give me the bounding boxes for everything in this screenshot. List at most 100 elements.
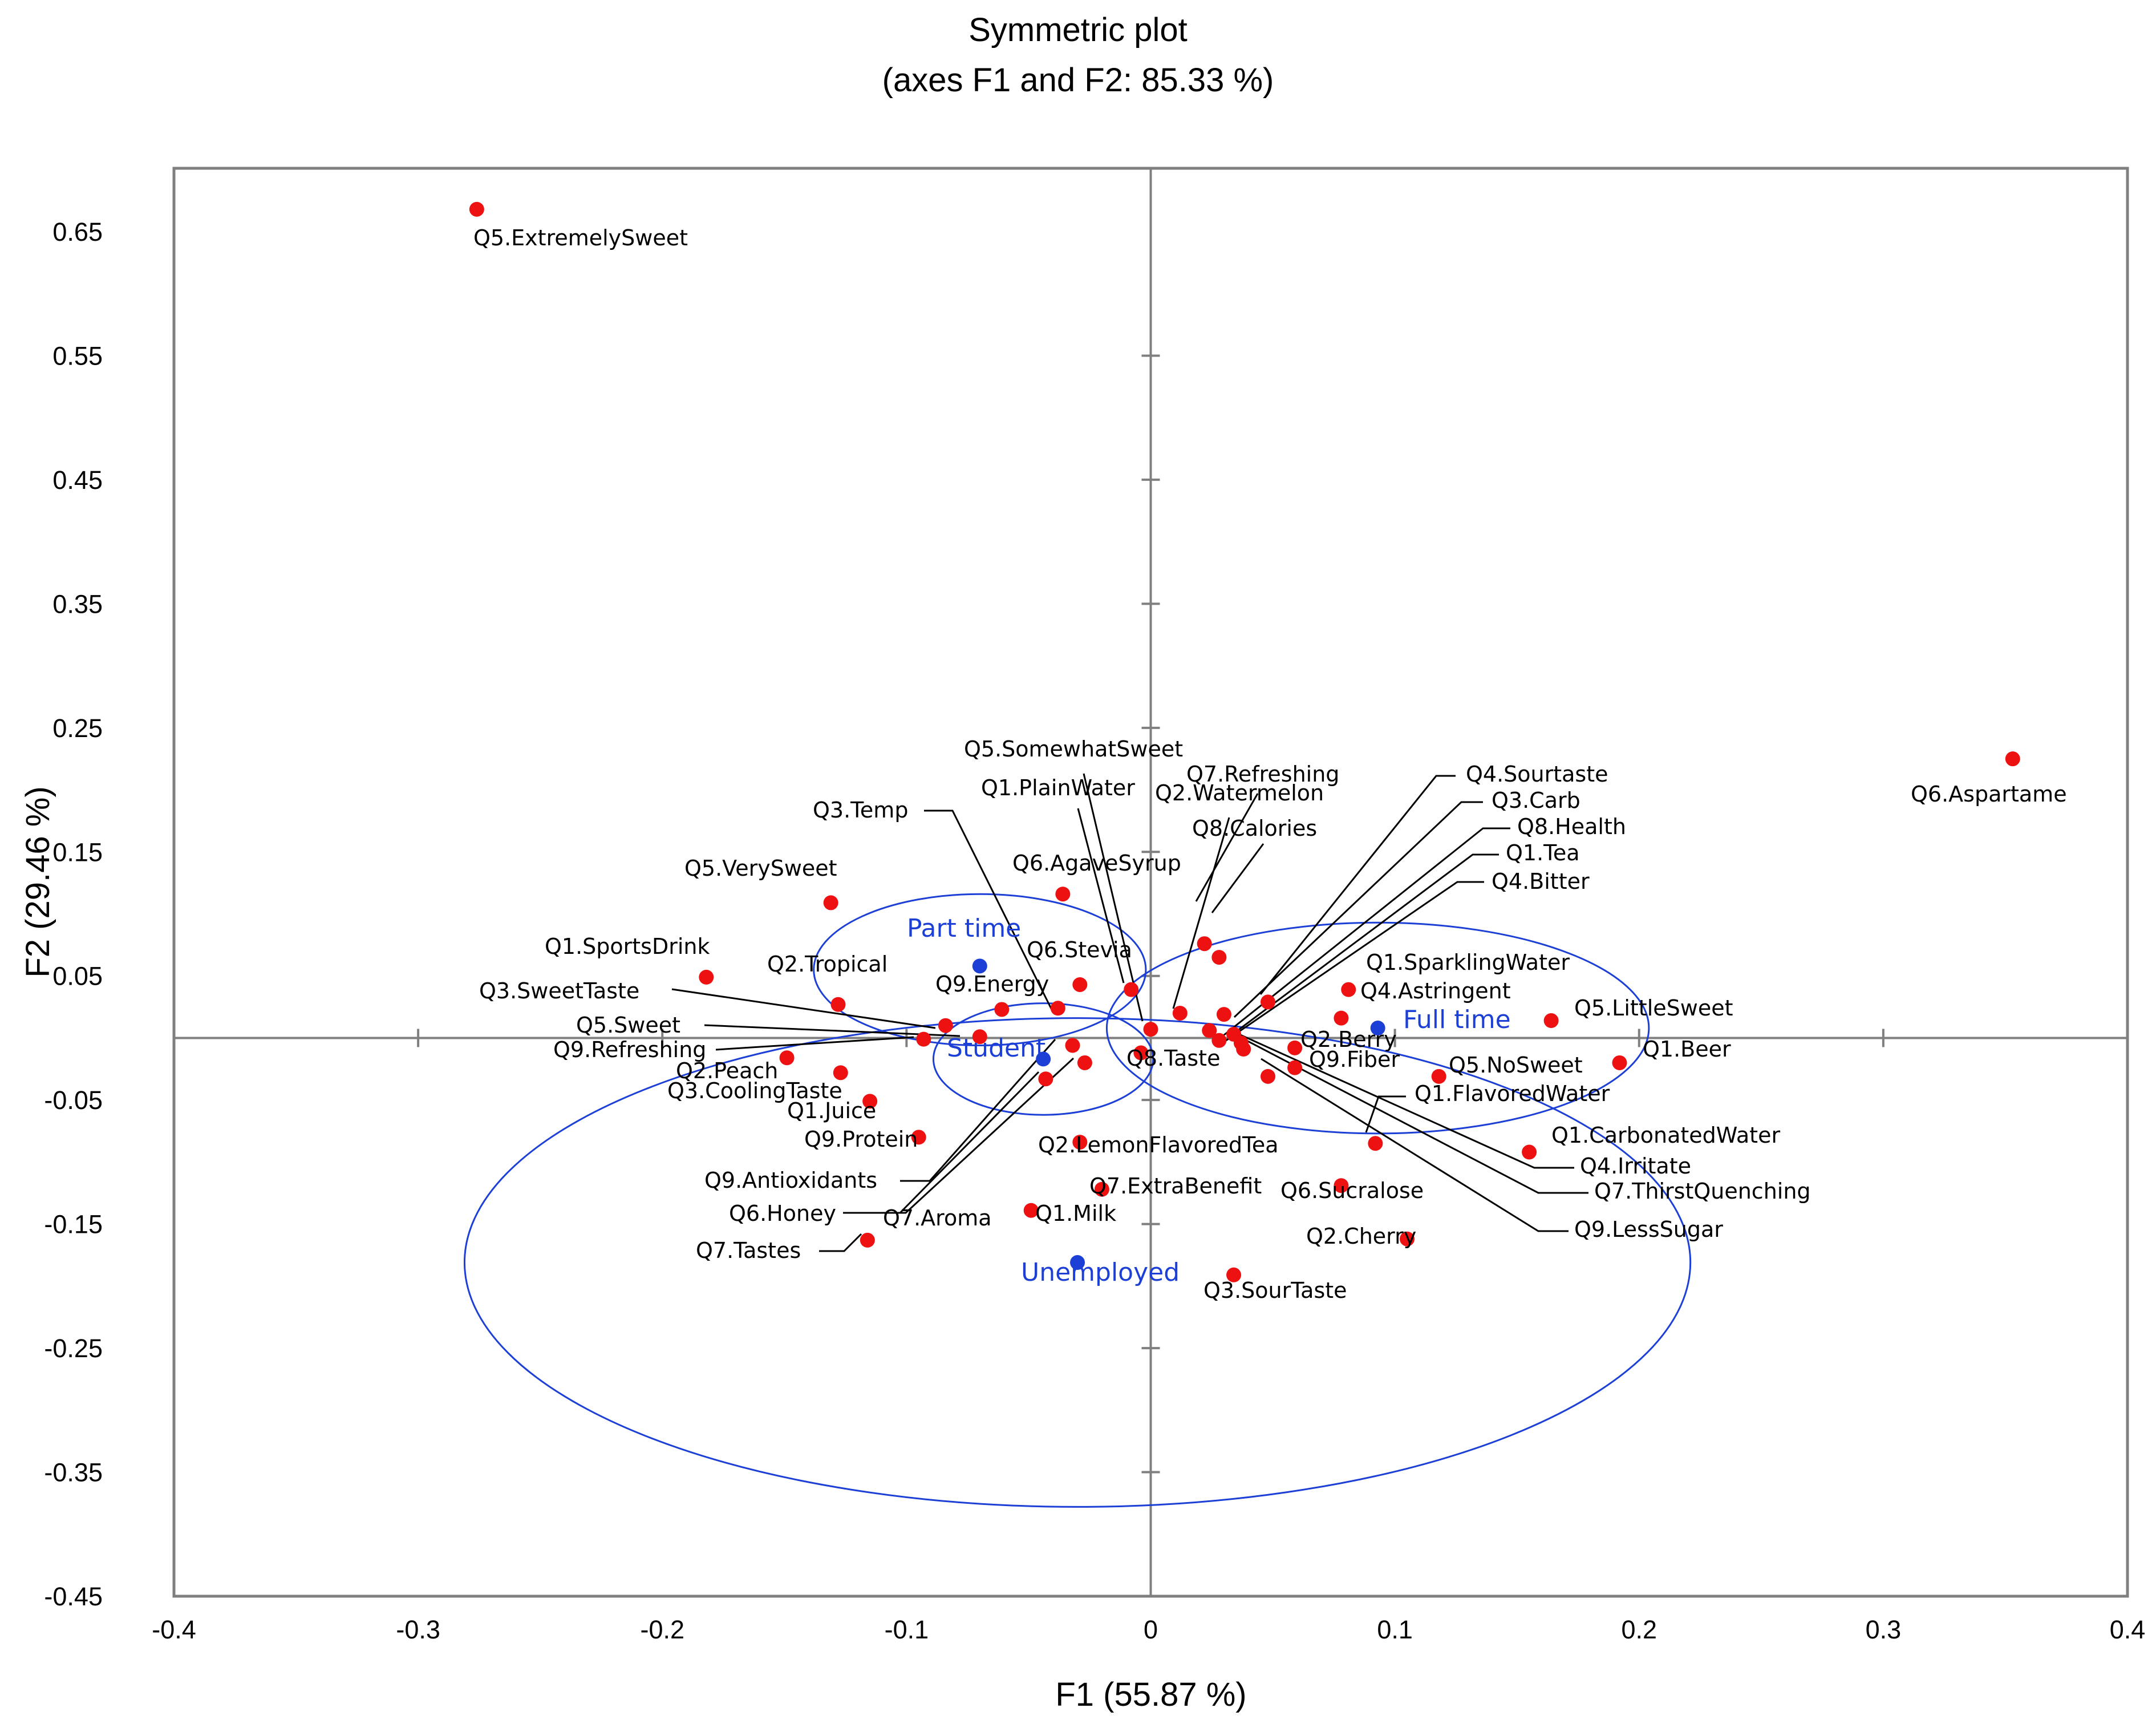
x-axis-title: F1 (55.87 %) <box>1055 1676 1246 1713</box>
label-q6-honey: Q6.Honey <box>729 1201 836 1226</box>
group-label-full-time: Full time <box>1403 1005 1511 1034</box>
label-q4-astringent: Q4.Astringent <box>1360 978 1511 1003</box>
leader-q7-tastes <box>819 1233 862 1252</box>
y-tick-label: 0.35 <box>52 589 103 618</box>
point-q3-coolingtaste <box>833 1065 848 1080</box>
label-q3-carb: Q3.Carb <box>1492 788 1580 813</box>
point-q7-extrabenefit <box>1094 1181 1109 1197</box>
point-q3-temp <box>1050 1001 1065 1016</box>
x-tick-label: -0.3 <box>396 1615 440 1644</box>
point-q8-taste <box>1133 1045 1149 1061</box>
x-tick-label: 0.1 <box>1377 1615 1413 1644</box>
x-tick-label: -0.1 <box>885 1615 929 1644</box>
point-q9-refreshing <box>916 1031 931 1047</box>
y-tick-label: -0.05 <box>44 1086 103 1115</box>
label-q2-lemonflavoredtea: Q2.LemonFlavoredTea <box>1038 1132 1279 1158</box>
point-q1-carbonatedwater <box>1522 1144 1537 1160</box>
y-tick-label: 0.15 <box>52 837 103 867</box>
point-q1-juice <box>862 1094 878 1109</box>
leader-q9-refreshing <box>715 1036 914 1051</box>
leader-q5-sweet <box>704 1024 961 1037</box>
label-q1-milk: Q1.Milk <box>1035 1201 1116 1226</box>
label-q4-bitter: Q4.Bitter <box>1492 869 1590 894</box>
label-q2-cherry: Q2.Cherry <box>1306 1224 1416 1249</box>
label-q6-stevia: Q6.Stevia <box>1027 937 1132 962</box>
tick-labels: -0.4 -0.3 -0.2 -0.1 0 0.1 0.2 0.3 0.4 0.65 0.55 0.4… <box>44 217 2145 1644</box>
label-q1-carbonatedwater: Q1.CarbonatedWater <box>1551 1123 1780 1148</box>
leader-q3-sweettaste <box>671 988 936 1029</box>
point-q1-sportsdrink <box>699 969 714 985</box>
point-q5-extremelysweet <box>469 201 484 217</box>
label-q9-fiber: Q9.Fiber <box>1309 1047 1400 1072</box>
leader-q4-bitter <box>1225 881 1484 1042</box>
ellipse-unemployed <box>463 1017 1692 1508</box>
label-q9-lesssugar: Q9.LessSugar <box>1574 1217 1723 1242</box>
point-q2-cherry <box>1400 1231 1415 1247</box>
label-q7-refreshing: Q7.Refreshing <box>1186 762 1339 787</box>
point-q2-berry <box>1287 1040 1303 1055</box>
point-q9-lesssugar <box>1261 1069 1275 1084</box>
point-q2-peach <box>779 1050 795 1066</box>
label-q6-agavesyrup: Q6.AgaveSyrup <box>1012 851 1181 876</box>
x-tick-label: 0.3 <box>1866 1615 1902 1644</box>
label-q5-somewhatsweet: Q5.SomewhatSweet <box>964 736 1183 762</box>
label-q8-health: Q8.Health <box>1517 814 1626 839</box>
point-q9-energy <box>994 1002 1010 1017</box>
point-q8-health <box>1202 1023 1217 1038</box>
label-q7-tastes: Q7.Tastes <box>696 1238 801 1263</box>
label-q2-watermelon: Q2.Watermelon <box>1155 780 1324 806</box>
point-q4-astringent <box>1334 1010 1349 1026</box>
y-tick-label: 0.25 <box>52 714 103 743</box>
label-q3-sweettaste: Q3.SweetTaste <box>479 978 639 1003</box>
label-q4-sourtaste: Q4.Sourtaste <box>1466 762 1608 787</box>
leader-q7-aroma <box>882 1057 1075 1214</box>
leader-q2-watermelon <box>1172 817 1230 1009</box>
label-q2-peach: Q2.Peach <box>676 1058 778 1083</box>
y-tick-label: -0.35 <box>44 1458 103 1487</box>
point-q2-watermelon <box>1172 1005 1188 1021</box>
leader-q3-temp <box>924 810 1053 1011</box>
group-label-unemployed: Unemployed <box>1021 1258 1180 1287</box>
point-q2-tropical <box>830 997 846 1012</box>
leader-q5-somewhatsweet <box>1083 773 1144 1022</box>
label-q5-littlesweet: Q5.LittleSweet <box>1574 995 1733 1021</box>
leader-q4-irritate <box>1230 1029 1574 1169</box>
chart-title: Symmetric plot <box>968 11 1188 48</box>
group-points: Part time Full time Student Unemployed <box>907 914 1511 1287</box>
group-point-part-time <box>972 958 987 974</box>
label-q1-juice: Q1.Juice <box>787 1098 876 1123</box>
ellipse-part-time <box>813 893 1147 1047</box>
point-q5-verysweet <box>823 895 838 910</box>
y-tick-label: -0.15 <box>44 1210 103 1239</box>
point-q4-sourtaste <box>1261 994 1275 1010</box>
ellipse-student <box>932 1002 1154 1116</box>
label-q7-aroma: Q7.Aroma <box>883 1205 992 1231</box>
x-tick-label: -0.2 <box>640 1615 684 1644</box>
leader-q8-calories <box>1211 843 1265 913</box>
point-q7-thirstquenching <box>1233 1035 1249 1051</box>
label-q9-refreshing: Q9.Refreshing <box>553 1037 706 1062</box>
y-tick-label: 0.05 <box>52 962 103 991</box>
label-q7-thirstquenching: Q7.ThirstQuenching <box>1594 1179 1811 1204</box>
point-q8-calories <box>1211 950 1227 965</box>
x-tick-label: -0.4 <box>152 1615 196 1644</box>
label-q9-protein: Q9.Protein <box>804 1127 918 1152</box>
label-q1-sparklingwater: Q1.SparklingWater <box>1366 950 1570 975</box>
point-q7-aroma <box>1077 1055 1092 1070</box>
point-q3-carb <box>1216 1007 1231 1022</box>
label-q1-beer: Q1.Beer <box>1643 1037 1731 1062</box>
point-q1-beer <box>1612 1055 1627 1070</box>
point-q9-antioxidants <box>1065 1038 1080 1053</box>
x-tick-label: 0 <box>1144 1615 1158 1644</box>
point-q2-lemonflavoredtea <box>1072 1135 1088 1150</box>
leader-q1-plainwater <box>1077 808 1125 984</box>
axes <box>174 168 2127 1596</box>
y-tick-label: -0.45 <box>44 1582 103 1611</box>
point-q3-sweettaste <box>938 1018 953 1033</box>
point-q9-fiber <box>1287 1060 1303 1075</box>
point-q6-sucralose <box>1334 1178 1349 1193</box>
point-q6-agavesyrup <box>1055 887 1071 902</box>
leader-q7-thirstquenching <box>1229 1030 1588 1194</box>
leader-q9-lesssugar <box>1261 1058 1569 1232</box>
